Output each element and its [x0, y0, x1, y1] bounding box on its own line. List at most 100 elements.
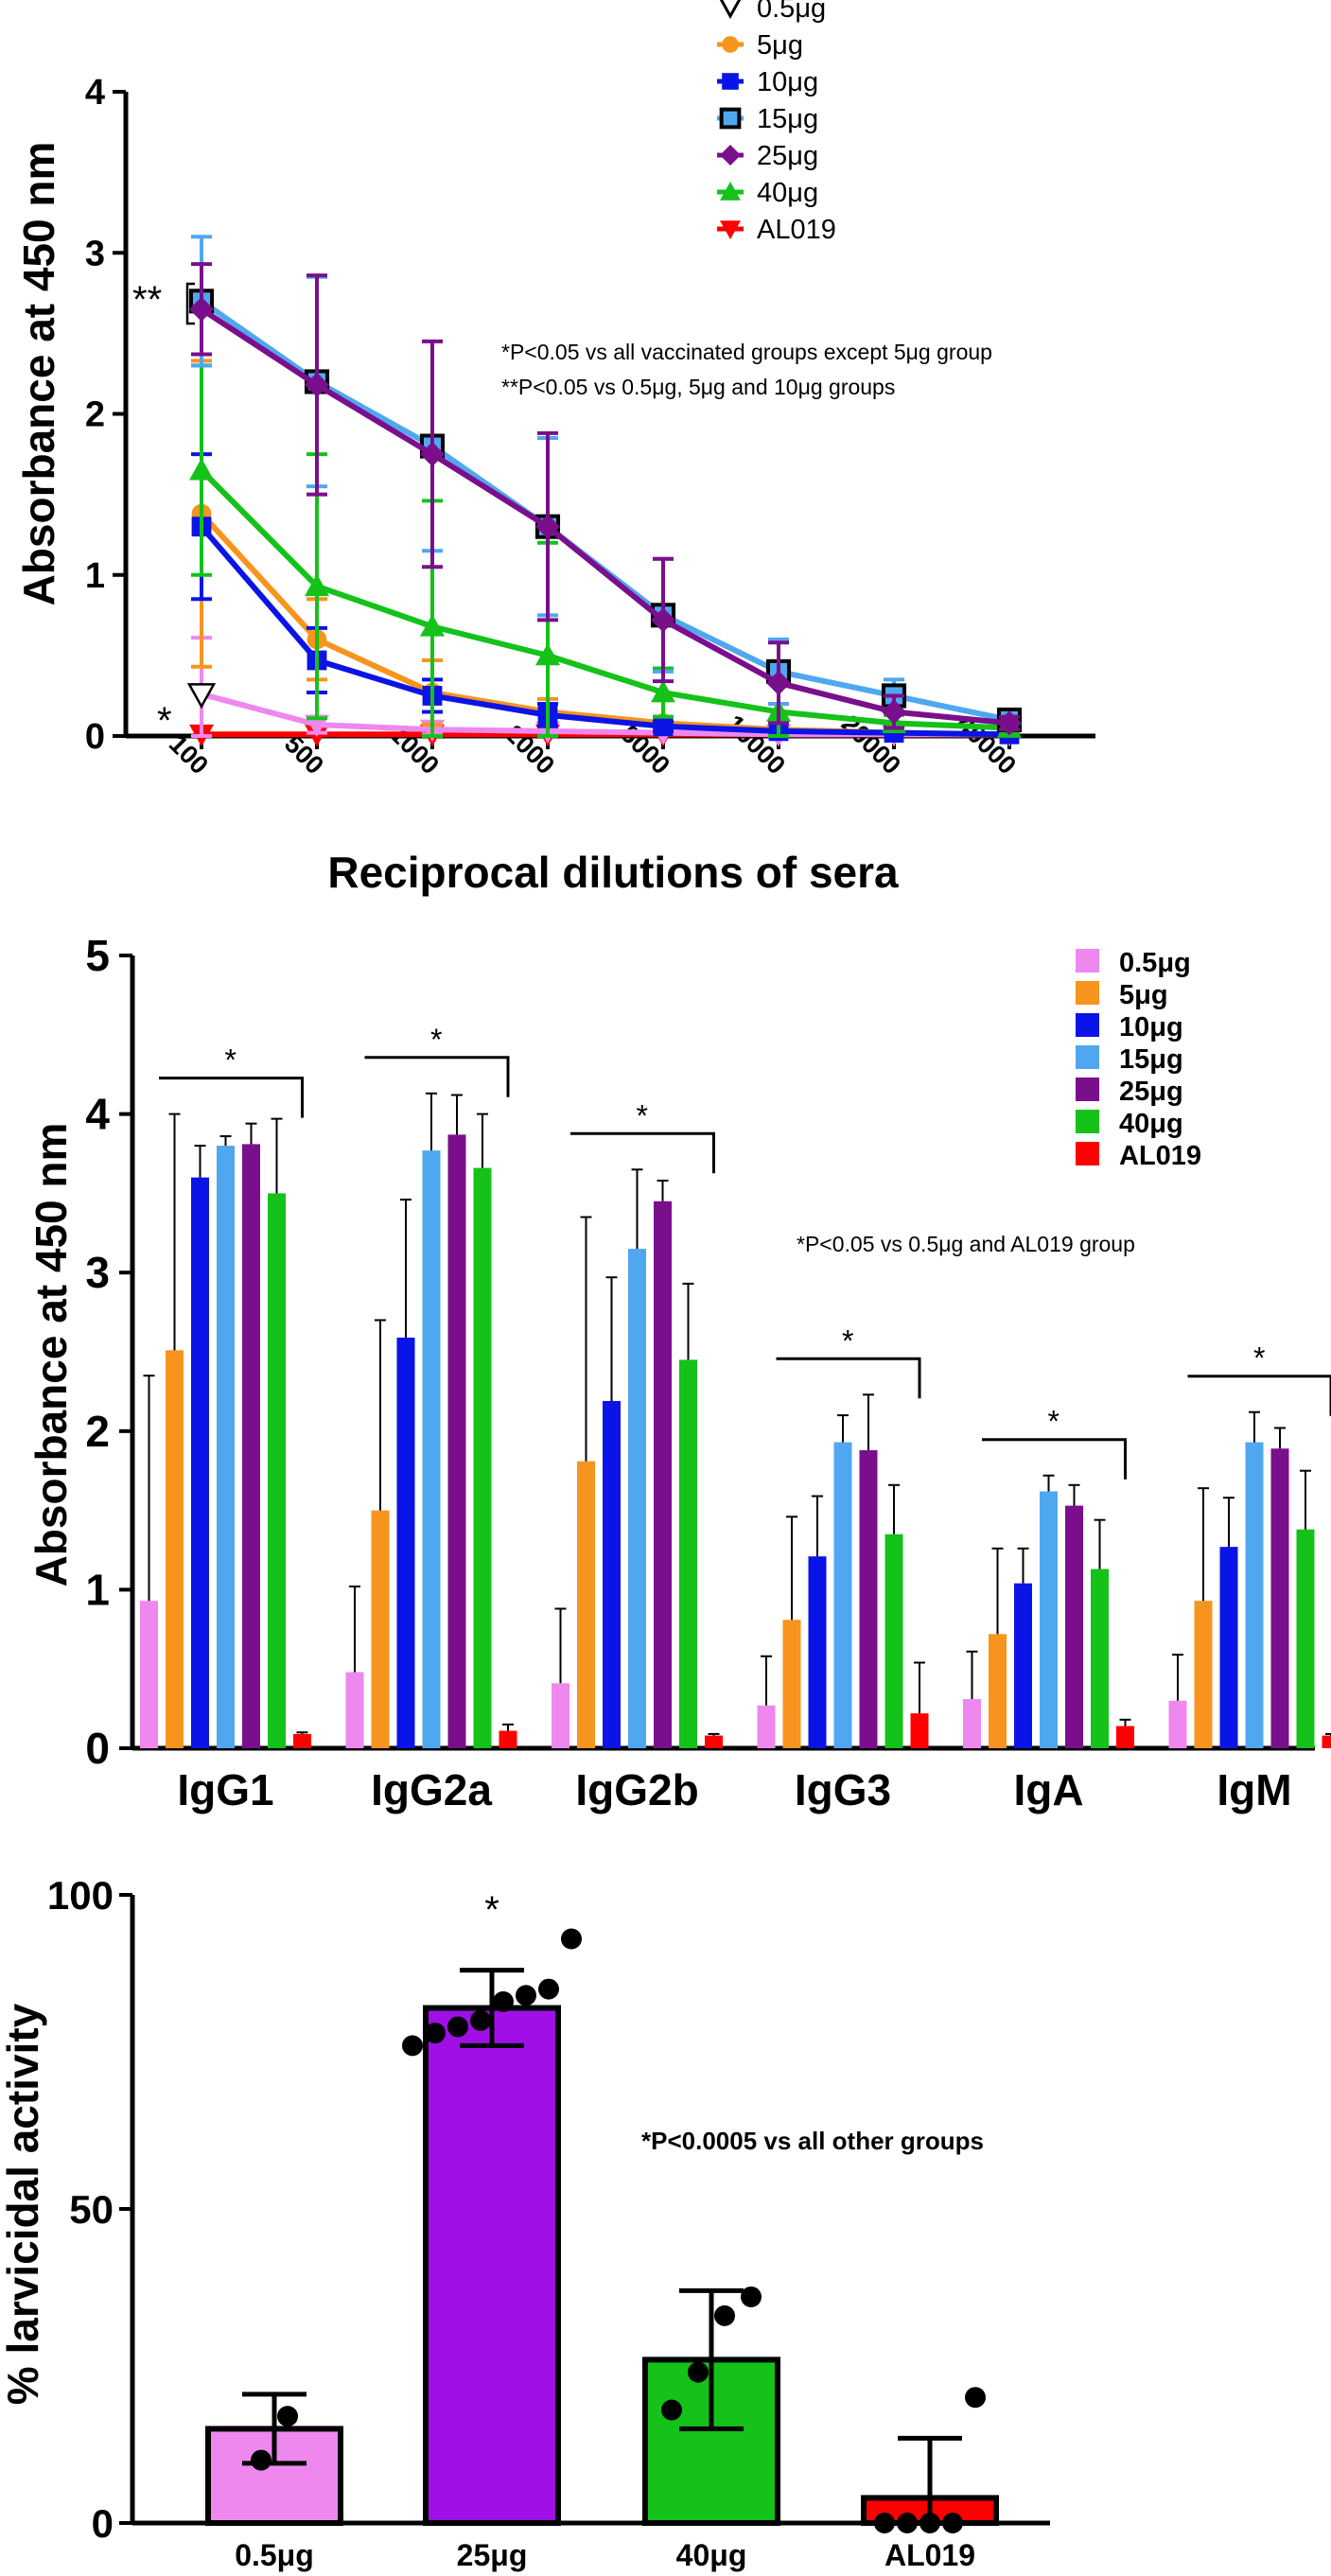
legend-item-25ug: 25μg — [717, 141, 818, 171]
panel-a-note-1: *P<0.05 vs all vaccinated groups except … — [501, 340, 992, 364]
bar-0p5ug — [345, 1672, 364, 1748]
data-point — [874, 2513, 895, 2533]
panel-c-y-tick-label: 100 — [47, 1873, 114, 1918]
panel-b-y-tick-label: 0 — [85, 1724, 110, 1773]
legend-label: 40μg — [757, 178, 818, 208]
legend-label: 5μg — [1119, 980, 1168, 1010]
bar-al019 — [705, 1735, 723, 1748]
category-label-iga: IgA — [1013, 1765, 1083, 1814]
panel-a-y-tick-label: 0 — [85, 717, 105, 757]
bar-al019 — [1116, 1726, 1134, 1748]
panel-b-bars — [140, 1092, 1331, 1748]
data-point — [766, 670, 791, 695]
panel-a-y-ticks: 0 1 2 3 4 — [85, 73, 126, 757]
panel-b-y-tick-label: 4 — [85, 1090, 110, 1139]
bar-10ug — [603, 1400, 621, 1748]
category-label-igg2b: IgG2b — [575, 1765, 698, 1814]
panel-a-low-star: * — [157, 700, 172, 742]
bar-25ug — [447, 1134, 466, 1748]
data-point — [688, 2361, 709, 2383]
data-point — [425, 2023, 446, 2044]
data-point — [305, 714, 329, 738]
legend-swatch — [1076, 1142, 1099, 1165]
legend-swatch — [1076, 1110, 1099, 1133]
data-point — [538, 1978, 559, 2000]
bar-40ug — [679, 1359, 697, 1748]
legend-item-al019: AL019 — [717, 215, 836, 245]
legend-marker — [722, 36, 739, 53]
data-point — [897, 2513, 918, 2533]
legend-label: 25μg — [757, 141, 818, 171]
bar-25ug — [654, 1200, 672, 1748]
legend-label: 10μg — [757, 67, 818, 97]
data-point — [965, 2387, 986, 2409]
legend-item-10ug: 10μg — [1076, 1012, 1183, 1043]
panel-b-significance: * * * * * * — [159, 1023, 1331, 1480]
significance-star: * — [225, 1043, 236, 1078]
bar-5ug — [577, 1461, 595, 1748]
data-point — [186, 683, 217, 710]
panel-c-y-axis-title: % larvicidal activity — [0, 2003, 47, 2405]
data-point — [516, 1985, 536, 2006]
significance-star: * — [637, 1098, 648, 1132]
bar-25ug — [242, 1144, 260, 1748]
bar-group-iga — [963, 1474, 1134, 1748]
bar-group-0p5ug — [205, 2392, 343, 2526]
legend-item-10ug: 10μg — [717, 67, 818, 97]
legend-label: 25μg — [1119, 1077, 1183, 1107]
panel-c-bars — [205, 1928, 999, 2533]
data-point — [470, 2009, 491, 2031]
legend-item-0p5ug: 0.5μg — [1076, 948, 1191, 978]
significance-bracket — [570, 1131, 715, 1174]
bar-group-igg2a — [345, 1092, 517, 1748]
bar-40ug — [1091, 1568, 1109, 1748]
data-point — [447, 2016, 468, 2038]
series-25ug — [189, 262, 1022, 736]
legend-marker — [720, 220, 741, 239]
bar-5ug — [989, 1634, 1007, 1748]
significance-bracket — [159, 1077, 304, 1118]
data-point — [714, 2304, 735, 2326]
bar-10ug — [396, 1337, 415, 1748]
bar-15ug — [1040, 1491, 1058, 1748]
legend-swatch — [1076, 1078, 1099, 1101]
panel-c-bar-chart: 0 50 100 0.5μg 25μg 40μg AL019 % larvicidal a… — [0, 1873, 1050, 2572]
legend-label: 10μg — [1119, 1012, 1183, 1043]
panel-b-y-tick-label: 5 — [85, 931, 110, 980]
data-point — [189, 458, 214, 481]
bar-25ug — [423, 2005, 561, 2526]
bar-al019 — [1322, 1735, 1331, 1748]
data-point — [251, 2449, 271, 2471]
panel-b-category-labels: IgG1 IgG2a IgG2b IgG3 IgA IgM — [177, 1765, 1291, 1814]
bar-0p5ug — [140, 1601, 158, 1748]
legend-item-15ug: 15μg — [1076, 1044, 1183, 1075]
data-point — [919, 2513, 940, 2533]
series-line-40ug — [199, 467, 1010, 731]
legend-item-al019: AL019 — [1076, 1141, 1201, 1171]
panel-c-note: *P<0.0005 vs all other groups — [641, 2127, 984, 2155]
legend-label: 15μg — [1119, 1044, 1183, 1075]
bar-25ug — [859, 1449, 878, 1748]
bar-al019 — [293, 1733, 311, 1748]
bar-group-25ug — [402, 1928, 582, 2526]
data-point — [420, 614, 445, 637]
category-label-igg2a: IgG2a — [371, 1765, 492, 1814]
data-point — [653, 716, 674, 737]
legend-swatch — [1076, 949, 1099, 973]
bar-25ug — [1065, 1505, 1083, 1748]
legend-label: AL019 — [1119, 1141, 1201, 1171]
legend-label: 0.5μg — [1119, 948, 1191, 978]
panel-a-bracket-star: ** — [132, 279, 162, 321]
category-label-igm: IgM — [1217, 1765, 1291, 1814]
panel-a-axes — [123, 92, 1095, 739]
data-point — [493, 1990, 514, 2012]
significance-bracket — [982, 1438, 1127, 1480]
bar-40ug — [268, 1193, 286, 1748]
panel-a-y-tick-label: 2 — [85, 395, 105, 435]
bar-group-igg1 — [140, 1113, 311, 1748]
panel-c-star: * — [484, 1889, 499, 1931]
bar-0p5ug — [963, 1699, 981, 1748]
